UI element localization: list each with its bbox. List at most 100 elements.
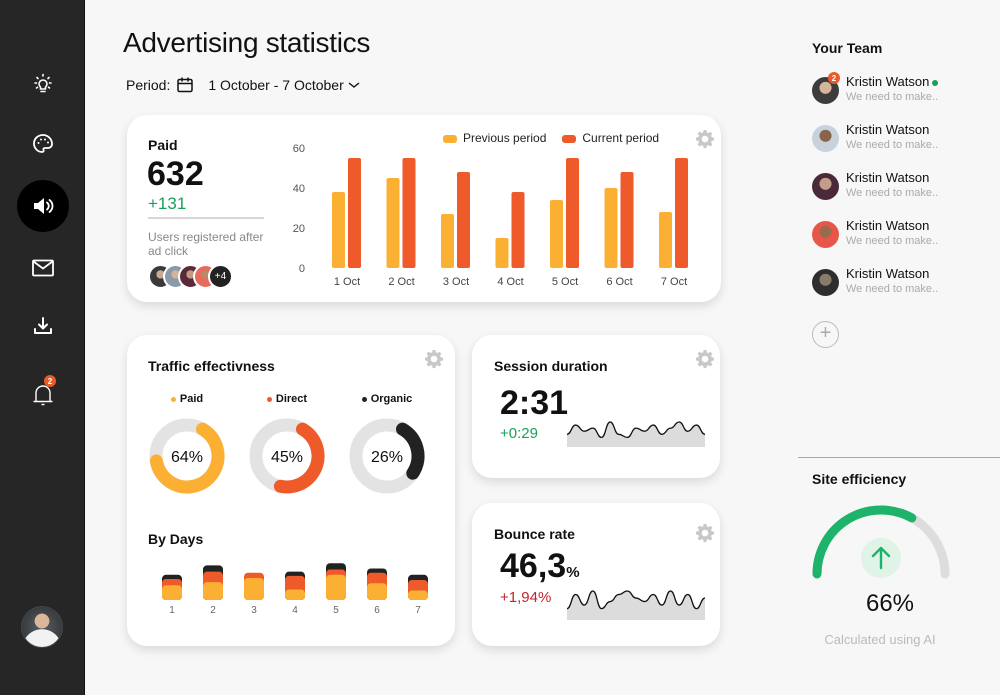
bar-previous	[332, 192, 345, 268]
team-member[interactable]: 2 Kristin Watson We need to make..	[812, 72, 992, 108]
member-name-text: Kristin Watson	[846, 266, 930, 281]
divider	[148, 217, 264, 219]
bar-previous	[495, 238, 509, 268]
period-range: 1 October - 7 October	[208, 77, 344, 93]
sparkline-line	[567, 421, 705, 439]
bar-current	[348, 158, 361, 268]
nav-downloads[interactable]	[17, 300, 69, 352]
y-tick-label: 60	[293, 143, 305, 155]
sparkline-area	[567, 591, 705, 620]
traffic-title: Traffic effectivness	[148, 358, 275, 374]
bar-current	[566, 158, 579, 268]
gear-icon[interactable]	[695, 129, 715, 149]
legend-dot	[361, 396, 367, 402]
stack-paid	[285, 589, 305, 600]
donut-organic[interactable]: Organic 26%	[347, 393, 427, 495]
nav-mail[interactable]	[17, 242, 69, 294]
gauge-fill	[812, 505, 917, 579]
legend-previous-label: Previous period	[463, 131, 547, 145]
bar-previous	[441, 214, 454, 268]
avatar-group[interactable]: +4	[148, 264, 233, 289]
by-days-title: By Days	[148, 531, 204, 547]
bar-previous	[550, 200, 563, 268]
arrow-up-icon	[871, 546, 891, 570]
member-name: Kristin Watson	[846, 170, 929, 185]
efficiency-gauge	[812, 505, 950, 579]
legend-current-label: Current period	[582, 131, 660, 145]
member-name-text: Kristin Watson	[846, 74, 930, 89]
nav-notifications[interactable]: 2	[17, 368, 69, 420]
nav-ideas[interactable]	[17, 58, 69, 110]
member-message: We need to make..	[846, 187, 939, 199]
sparkline-area	[567, 422, 705, 447]
stack-paid	[203, 582, 223, 600]
team-member[interactable]: Kristin Watson We need to make..	[812, 170, 992, 204]
session-card: Session duration 2:31 +0:29	[472, 335, 720, 478]
efficiency-value: 66%	[865, 590, 915, 617]
gear-icon[interactable]	[695, 349, 715, 369]
palette-icon	[33, 134, 53, 153]
add-member-button[interactable]: +	[812, 321, 839, 348]
member-name: Kristin Watson	[846, 218, 929, 233]
bounce-value: 46,3	[500, 547, 567, 585]
notification-badge: 2	[44, 375, 56, 387]
avatar	[812, 269, 839, 296]
more-avatars[interactable]: +4	[208, 264, 233, 289]
paid-note: Users registered after ad click	[148, 230, 264, 258]
day-label: 4	[292, 605, 298, 616]
legend-current: Current period	[562, 131, 659, 145]
bar-current	[620, 172, 634, 268]
member-name: Kristin Watson	[846, 122, 929, 137]
session-delta: +0:29	[500, 425, 538, 442]
bounce-title: Bounce rate	[494, 526, 575, 542]
day-label: 2	[210, 605, 216, 616]
download-icon	[34, 317, 52, 334]
donut-direct[interactable]: Direct 45%	[247, 393, 327, 495]
bar-current	[511, 192, 525, 268]
donut-value: 64%	[171, 449, 203, 466]
paid-title: Paid	[148, 137, 178, 153]
team-member[interactable]: Kristin Watson We need to make..	[812, 122, 992, 156]
x-tick-label: 5 Oct	[552, 276, 578, 288]
session-title: Session duration	[494, 358, 608, 374]
online-indicator	[932, 79, 939, 86]
team-member[interactable]: Kristin Watson We need to make..	[812, 266, 992, 300]
day-label: 5	[333, 605, 339, 616]
by-days-chart: 1 2 3 4 5 6 7	[162, 563, 428, 616]
stack-paid	[162, 585, 182, 600]
period-selector: Period: 1 October - 7 October	[126, 76, 360, 94]
x-tick-label: 3 Oct	[443, 276, 469, 288]
lightbulb-icon	[34, 73, 52, 93]
member-name: Kristin Watson	[846, 74, 939, 89]
calendar-icon[interactable]	[176, 76, 194, 94]
x-tick-label: 6 Oct	[606, 276, 632, 288]
bar-previous	[604, 188, 618, 268]
bar-current	[457, 172, 470, 268]
bar-current	[675, 158, 688, 268]
nav-design[interactable]	[17, 118, 69, 170]
avatar	[812, 221, 839, 248]
day-label: 1	[169, 605, 175, 616]
user-avatar[interactable]	[21, 606, 63, 648]
page-title: Advertising statistics	[123, 27, 371, 58]
paid-card: Paid 632 +131 Users registered after ad …	[127, 115, 721, 302]
x-tick-label: 2 Oct	[388, 276, 414, 288]
period-dropdown[interactable]: 1 October - 7 October	[208, 77, 360, 93]
efficiency-note: Calculated using AI	[824, 632, 936, 647]
chevron-down-icon	[348, 82, 360, 88]
gear-icon[interactable]	[695, 523, 715, 543]
sidebar: 2	[0, 0, 85, 695]
donut-label: Paid	[147, 393, 227, 405]
team-title: Your Team	[812, 40, 883, 56]
donut-arc	[249, 418, 325, 494]
paid-delta: +131	[148, 194, 187, 213]
gear-icon[interactable]	[424, 349, 444, 369]
team-member[interactable]: Kristin Watson We need to make..	[812, 218, 992, 252]
member-message: We need to make..	[846, 139, 939, 151]
mail-icon	[32, 259, 54, 277]
session-sparkline	[567, 421, 705, 447]
donut-value: 45%	[271, 449, 303, 466]
donut-value: 26%	[371, 449, 403, 466]
nav-advertising[interactable]	[17, 180, 69, 232]
donut-paid[interactable]: Paid 64%	[147, 393, 227, 495]
